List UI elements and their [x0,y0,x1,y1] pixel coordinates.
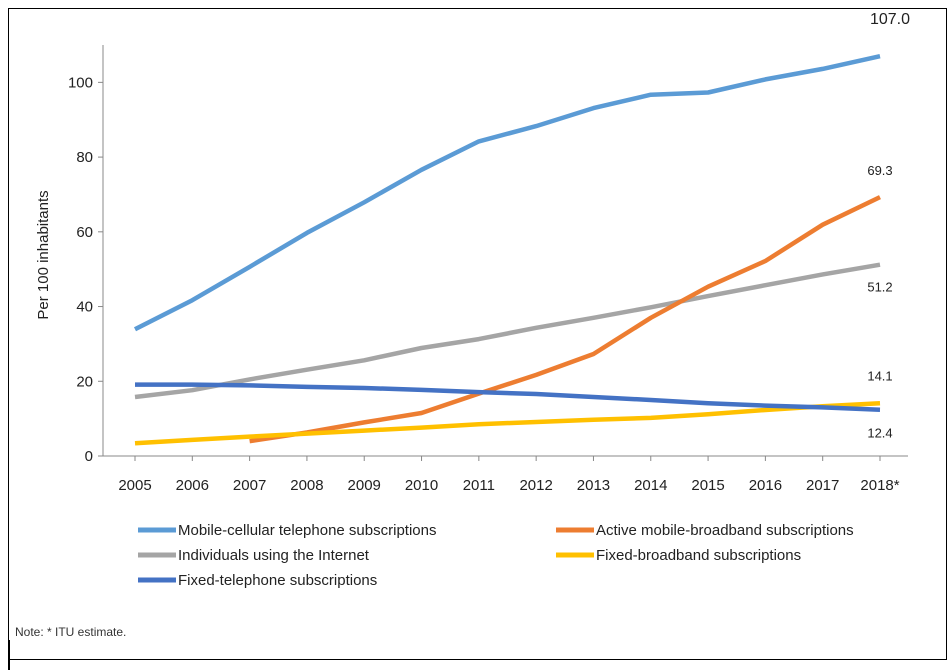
data-labels: 107.0 69.3 51.2 14.1 12.4 [867,11,910,440]
series-line [249,195,881,444]
data-label: 69.3 [867,163,892,178]
x-tick-label: 2017 [806,477,839,494]
y-tick-label: 0 [85,448,93,465]
x-tick-label: 2013 [577,477,610,494]
y-tick-label: 100 [68,74,93,91]
series-line [135,382,881,412]
x-tick-label: 2009 [348,477,381,494]
legend-label: Mobile-cellular telephone subscriptions [178,522,436,539]
chart-frame [8,8,947,660]
y-tick-label: 60 [76,224,93,241]
footnote: Note: * ITU estimate. [15,625,127,639]
y-tick-label: 20 [76,373,93,390]
y-axis-label: Per 100 inhabitants [35,190,52,319]
y-tick-label: 80 [76,149,93,166]
x-tick-label: 2005 [118,477,151,494]
legend-label: Fixed-telephone subscriptions [178,572,377,589]
x-tick-label: 2011 [463,477,495,494]
axes: 0 20 40 60 80 100 2005 2006 2007 2008 2009 2010 2011… [68,45,908,494]
x-tick-label: 2015 [691,477,724,494]
x-tick-label: 2010 [405,477,438,494]
x-tick-label: 2012 [519,477,552,494]
data-label: 12.4 [867,426,892,441]
x-tick-label: 2008 [290,477,323,494]
x-tick-label: 2014 [634,477,667,494]
x-tick-label: 2006 [176,477,209,494]
series-lines [133,54,881,446]
x-tick-label: 2018* [860,477,899,494]
data-label: 51.2 [867,280,892,295]
data-label: 14.1 [867,368,892,383]
legend-label: Individuals using the Internet [178,547,370,564]
legend-label: Fixed-broadband subscriptions [596,547,801,564]
x-tick-label: 2016 [749,477,782,494]
legend: Mobile-cellular telephone subscriptions A… [138,522,854,589]
x-tick-label: 2007 [233,477,266,494]
series-line [134,401,881,446]
y-tick-label: 40 [76,299,93,316]
series-line [133,54,881,332]
frame-edge [8,640,10,670]
data-label: 107.0 [870,11,910,28]
series-line [134,262,881,400]
legend-label: Active mobile-broadband subscriptions [596,522,854,539]
